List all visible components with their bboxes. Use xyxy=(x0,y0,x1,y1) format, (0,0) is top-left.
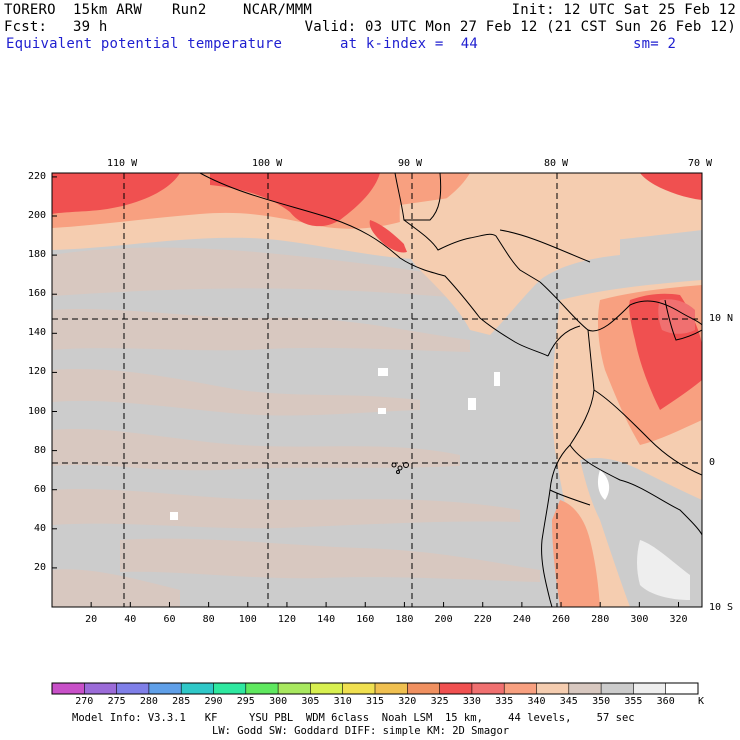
colorbar-swatch xyxy=(213,683,247,694)
x-tick-label: 100 xyxy=(238,614,257,625)
colorbar-label: 320 xyxy=(398,696,417,707)
smoothing: sm= 2 xyxy=(633,36,677,52)
colorbar-swatch xyxy=(568,683,602,694)
colorbar-label: 360 xyxy=(656,696,675,707)
colorbar-label: 310 xyxy=(333,696,352,707)
colorbar-swatch xyxy=(116,683,150,694)
colorbar-unit: K xyxy=(698,696,705,707)
colorbar-swatch xyxy=(310,683,344,694)
model-name: TORERO 15km ARW xyxy=(4,2,143,18)
colorbar-swatch xyxy=(504,683,537,694)
y-tick-label: 160 xyxy=(27,288,46,300)
level-index: at k-index = 44 xyxy=(340,36,479,52)
colorbar-label: 300 xyxy=(269,696,288,707)
colorbar-label: 280 xyxy=(139,696,158,707)
colorbar-swatch xyxy=(375,683,408,694)
coastlines xyxy=(199,173,702,607)
colorbar-label: 270 xyxy=(75,696,94,707)
colorbar-label: 340 xyxy=(527,696,546,707)
y-tick-label: 20 xyxy=(33,561,46,573)
colorbar-swatch xyxy=(601,683,634,694)
init-time: Init: 12 UTC Sat 25 Feb 12 xyxy=(511,2,736,18)
run-label: Run2 xyxy=(172,2,207,18)
y-tick-label: 140 xyxy=(27,327,46,339)
model-info: Model Info: V3.3.1 KF YSU PBL WDM 6class… xyxy=(72,712,635,724)
y-tick-label: 100 xyxy=(27,405,46,417)
colorbar-label: 325 xyxy=(430,696,449,707)
colorbar-swatch xyxy=(148,683,182,694)
colorbar-swatch xyxy=(439,683,473,694)
y-tick-label: 180 xyxy=(27,249,46,261)
x-tick-label: 40 xyxy=(124,614,137,625)
x-tick-label: 300 xyxy=(630,614,649,625)
colorbar-swatch xyxy=(52,683,85,694)
x-tick-label: 260 xyxy=(552,614,571,625)
y-tick-label: 120 xyxy=(27,366,46,378)
x-tick-label: 20 xyxy=(85,614,98,625)
colorbar-label: 350 xyxy=(592,696,611,707)
x-tick-label: 160 xyxy=(356,614,375,625)
lon-label-100w: 100 W xyxy=(252,158,283,169)
x-tick-label: 180 xyxy=(395,614,414,625)
colorbar-label: 335 xyxy=(495,696,514,707)
physics-info: LW: Godd SW: Goddard DIFF: simple KM: 2D… xyxy=(212,725,510,737)
colorbar-label: 285 xyxy=(172,696,191,707)
colorbar-swatch xyxy=(407,683,441,694)
x-tick-label: 220 xyxy=(473,614,492,625)
x-tick-label: 240 xyxy=(512,614,531,625)
lat-label-equator: 0 xyxy=(709,457,716,468)
colorbar-swatch xyxy=(245,683,279,694)
theta-e-field xyxy=(52,173,702,607)
x-tick-label: 320 xyxy=(669,614,688,625)
colorbar-label: 295 xyxy=(236,696,255,707)
lon-label-90w: 90 W xyxy=(398,158,423,169)
colorbar-swatch xyxy=(84,683,118,694)
lon-label-70w: 70 W xyxy=(688,158,713,169)
colorbar-swatch xyxy=(633,683,667,694)
forecast-hour: Fcst: 39 h xyxy=(4,19,108,35)
colorbar-label: 275 xyxy=(107,696,126,707)
colorbar-frame xyxy=(51,682,699,695)
colorbar-label: 345 xyxy=(559,696,578,707)
colorbar-label: 290 xyxy=(204,696,223,707)
lat-label-10s: 10 S xyxy=(709,602,734,613)
colorbar-label: 355 xyxy=(624,696,643,707)
x-tick-label: 200 xyxy=(434,614,453,625)
lon-label-110w: 110 W xyxy=(107,158,138,169)
graticule xyxy=(52,173,702,607)
y-tick-label: 220 xyxy=(27,170,46,182)
x-tick-label: 60 xyxy=(163,614,176,625)
field-name: Equivalent potential temperature xyxy=(6,36,283,52)
organization: NCAR/MMM xyxy=(243,2,313,18)
colorbar-swatch xyxy=(471,683,505,694)
y-tick-label: 40 xyxy=(33,522,46,534)
valid-time: Valid: 03 UTC Mon 27 Feb 12 (21 CST Sun … xyxy=(304,19,736,35)
colorbar-label: 305 xyxy=(301,696,320,707)
x-tick-label: 280 xyxy=(591,614,610,625)
y-tick-label: 200 xyxy=(27,210,46,221)
colorbar xyxy=(52,683,699,694)
x-tick-label: 80 xyxy=(202,614,215,625)
colorbar-swatch xyxy=(536,683,570,694)
y-tick-label: 60 xyxy=(33,483,46,495)
colorbar-swatch xyxy=(181,683,214,694)
colorbar-label: 315 xyxy=(365,696,385,707)
lon-label-80w: 80 W xyxy=(544,158,569,169)
x-tick-label: 120 xyxy=(277,614,296,625)
x-tick-label: 140 xyxy=(317,614,336,625)
colorbar-swatch xyxy=(665,683,699,694)
colorbar-swatch xyxy=(342,683,376,694)
colorbar-swatch xyxy=(278,683,311,694)
colorbar-label: 330 xyxy=(462,696,481,707)
y-tick-label: 80 xyxy=(33,444,46,456)
lat-label-10n: 10 N xyxy=(709,313,734,324)
map-frame xyxy=(51,172,703,608)
